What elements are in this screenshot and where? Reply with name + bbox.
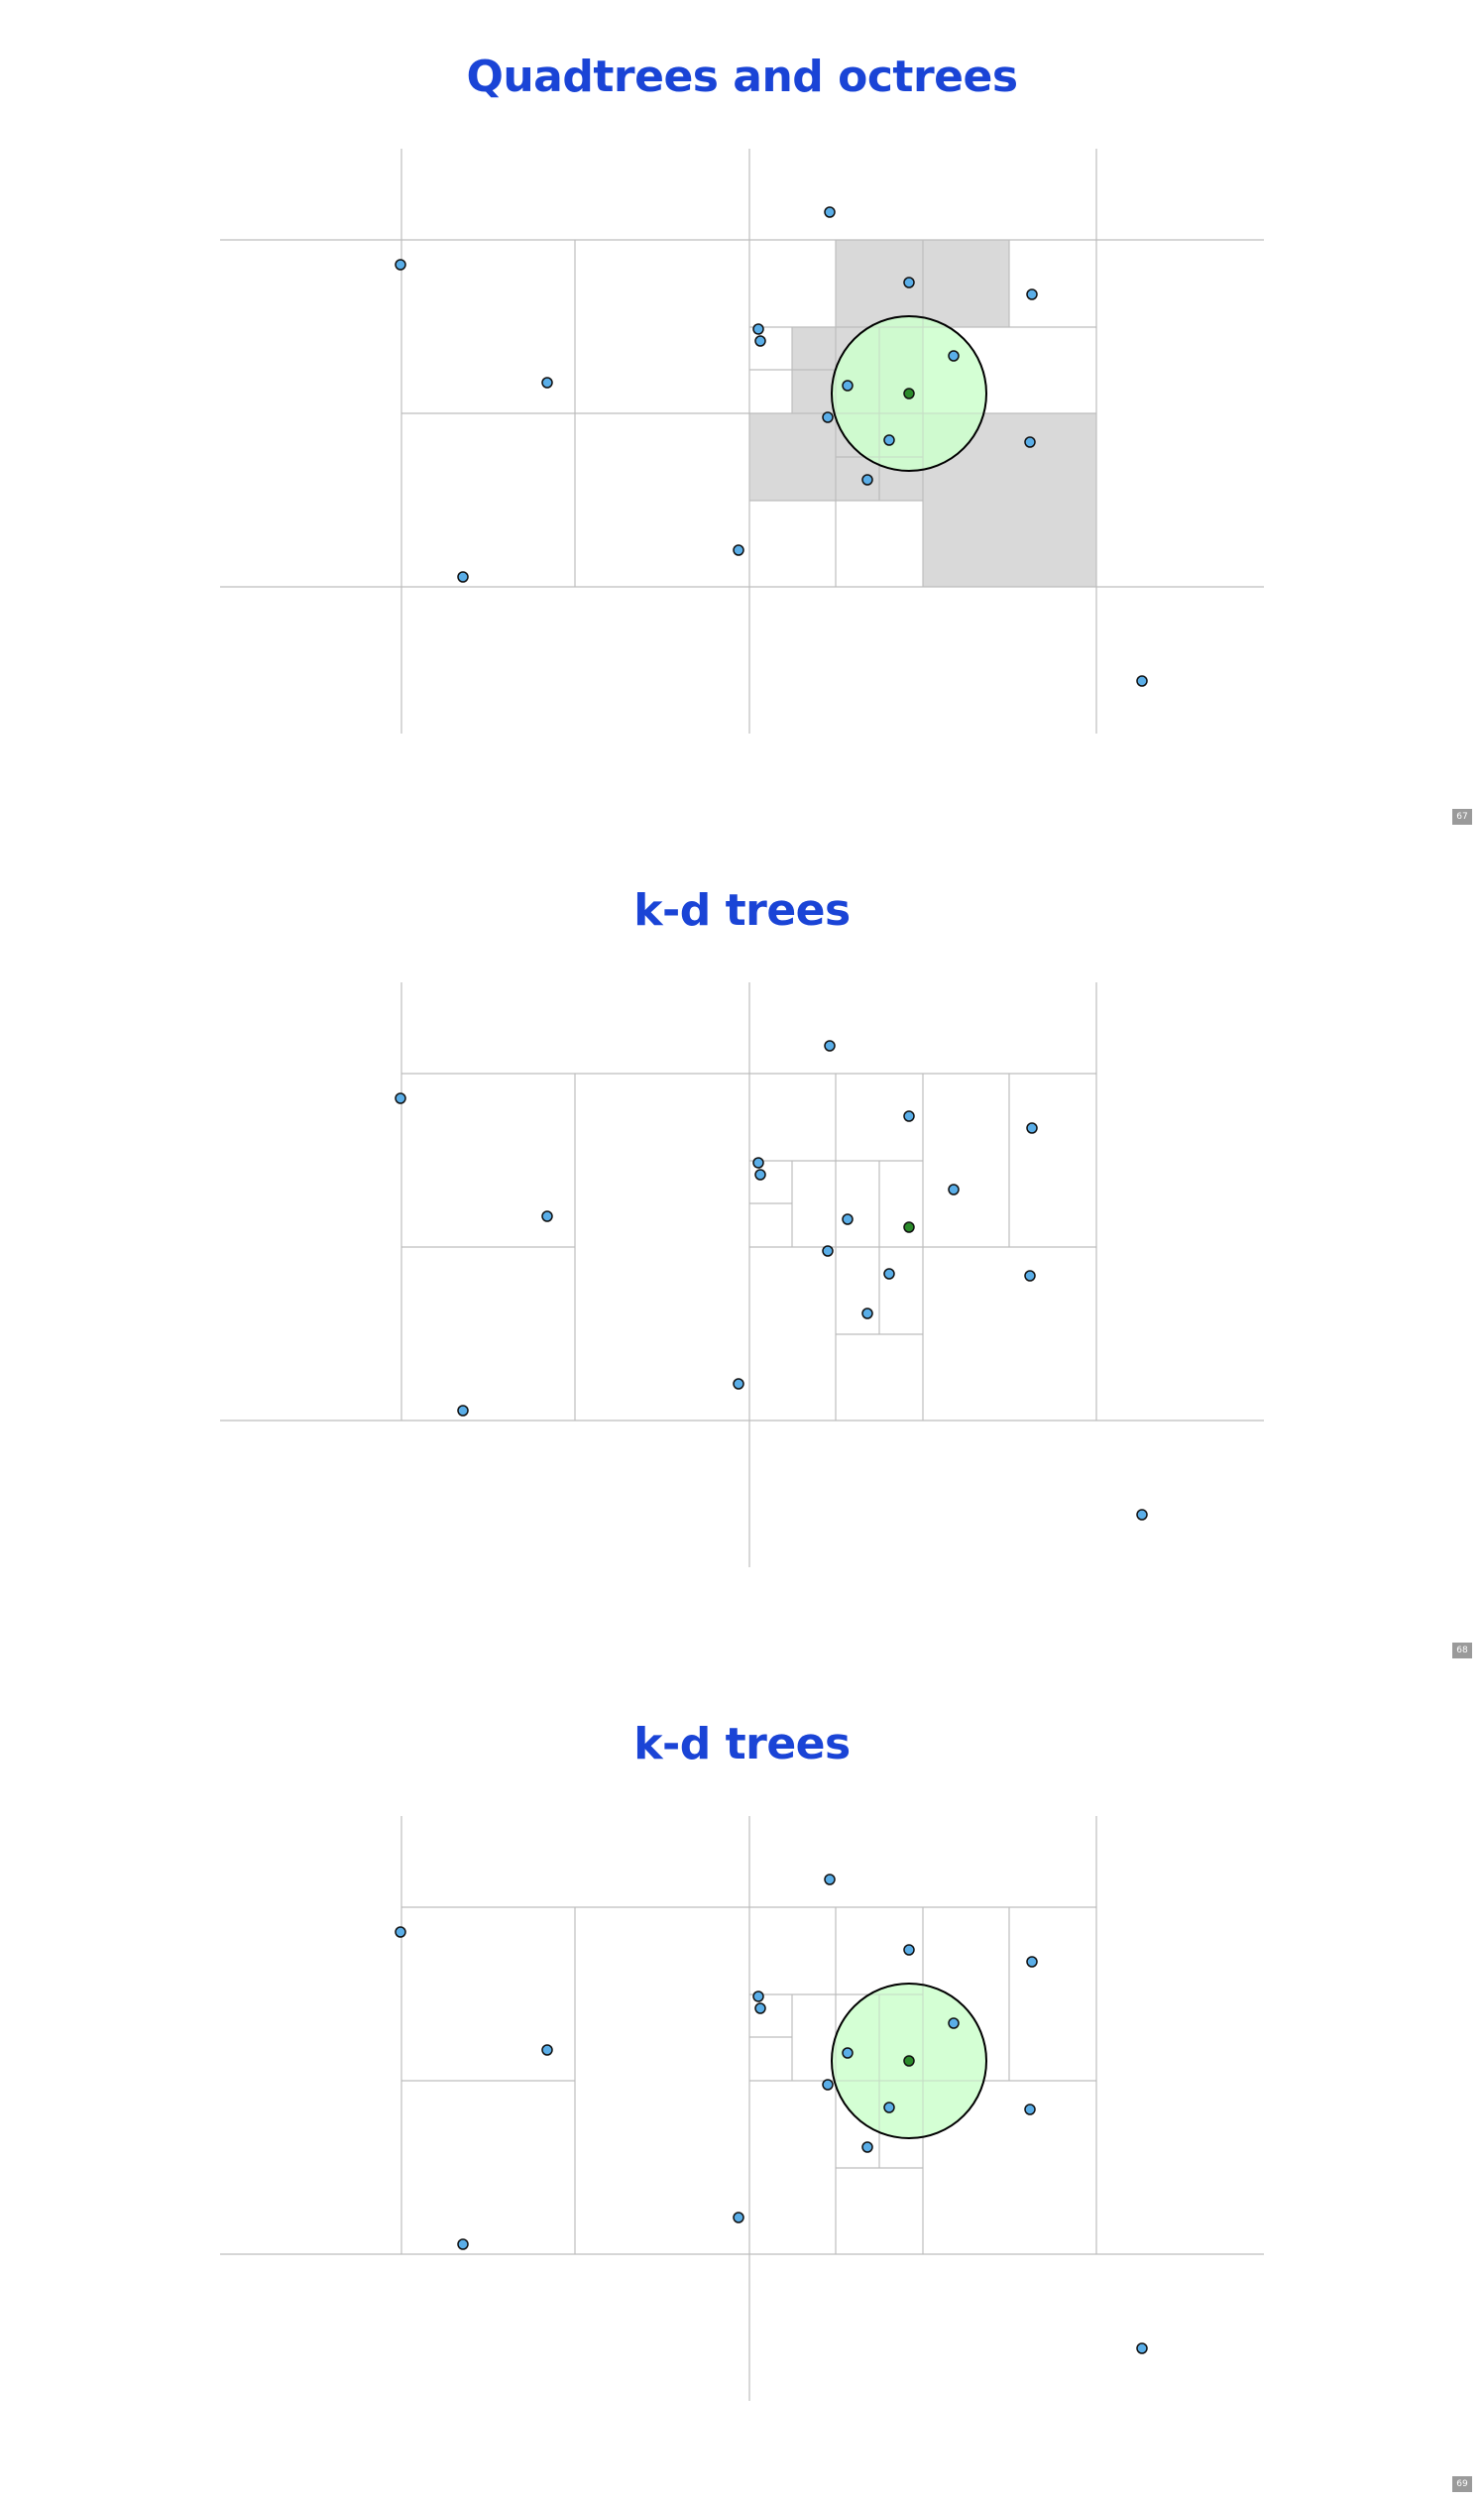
query-point bbox=[903, 1221, 915, 1233]
data-point-15 bbox=[1136, 2342, 1148, 2354]
page-number: 68 bbox=[1452, 1643, 1472, 1658]
inner-lines bbox=[832, 316, 986, 471]
data-point-4 bbox=[752, 1157, 764, 1169]
data-point-9 bbox=[842, 380, 854, 392]
data-point-3 bbox=[733, 2212, 744, 2223]
quadtree-diagram bbox=[220, 149, 1264, 734]
data-point-14 bbox=[1024, 436, 1036, 448]
data-point-10 bbox=[822, 2079, 834, 2091]
data-point-9 bbox=[842, 2047, 854, 2059]
slide-title: k-d trees bbox=[633, 1719, 851, 1769]
data-point-12 bbox=[861, 474, 873, 486]
data-point-12 bbox=[861, 2141, 873, 2153]
data-point-8 bbox=[948, 350, 960, 362]
data-point-3 bbox=[733, 1378, 744, 1390]
data-point-11 bbox=[883, 434, 895, 446]
query-point bbox=[903, 388, 915, 399]
data-point-8 bbox=[948, 1184, 960, 1195]
data-point-2 bbox=[457, 1405, 469, 1417]
data-point-5 bbox=[824, 206, 836, 218]
inner-lines bbox=[832, 1984, 986, 2138]
data-point-15 bbox=[1136, 1509, 1148, 1521]
data-point-15 bbox=[1136, 675, 1148, 687]
data-point-7 bbox=[754, 2002, 766, 2014]
data-point-4 bbox=[752, 1991, 764, 2002]
data-point-6 bbox=[903, 277, 915, 288]
page-number: 69 bbox=[1452, 2476, 1472, 2492]
data-point-6 bbox=[903, 1110, 915, 1122]
data-point-7 bbox=[754, 335, 766, 347]
data-point-11 bbox=[883, 2102, 895, 2113]
slide-kd-trees-query: k-d trees 69 bbox=[0, 1667, 1484, 2501]
data-point-10 bbox=[822, 411, 834, 423]
page-number: 67 bbox=[1452, 809, 1472, 825]
data-point-4 bbox=[752, 323, 764, 335]
data-point-5 bbox=[824, 1040, 836, 1052]
query-radius-circle bbox=[831, 315, 987, 472]
data-point-10 bbox=[822, 1245, 834, 1257]
data-point-11 bbox=[883, 1268, 895, 1280]
data-point-2 bbox=[457, 2238, 469, 2250]
data-point-14 bbox=[1024, 2104, 1036, 2115]
data-point-2 bbox=[457, 571, 469, 583]
data-point-0 bbox=[395, 1092, 406, 1104]
data-point-1 bbox=[541, 1210, 553, 1222]
query-radius-circle bbox=[831, 1983, 987, 2139]
slide-title: k-d trees bbox=[633, 885, 851, 936]
data-point-9 bbox=[842, 1213, 854, 1225]
slide-quadtrees: Quadtrees and octrees 67 bbox=[0, 0, 1484, 834]
kd-tree-query-diagram bbox=[220, 1816, 1264, 2401]
data-point-13 bbox=[1026, 288, 1038, 300]
data-point-14 bbox=[1024, 1270, 1036, 1282]
data-point-1 bbox=[541, 377, 553, 389]
data-point-13 bbox=[1026, 1122, 1038, 1134]
data-point-5 bbox=[824, 1874, 836, 1885]
data-point-1 bbox=[541, 2044, 553, 2056]
data-point-8 bbox=[948, 2017, 960, 2029]
data-point-0 bbox=[395, 259, 406, 271]
data-point-0 bbox=[395, 1926, 406, 1938]
query-point bbox=[903, 2055, 915, 2067]
data-point-6 bbox=[903, 1944, 915, 1956]
slide-title: Quadtrees and octrees bbox=[466, 52, 1018, 102]
kd-tree-diagram bbox=[220, 982, 1264, 1567]
data-point-3 bbox=[733, 544, 744, 556]
data-point-13 bbox=[1026, 1956, 1038, 1968]
slide-kd-trees: k-d trees 68 bbox=[0, 834, 1484, 1667]
data-point-12 bbox=[861, 1308, 873, 1319]
data-point-7 bbox=[754, 1169, 766, 1181]
